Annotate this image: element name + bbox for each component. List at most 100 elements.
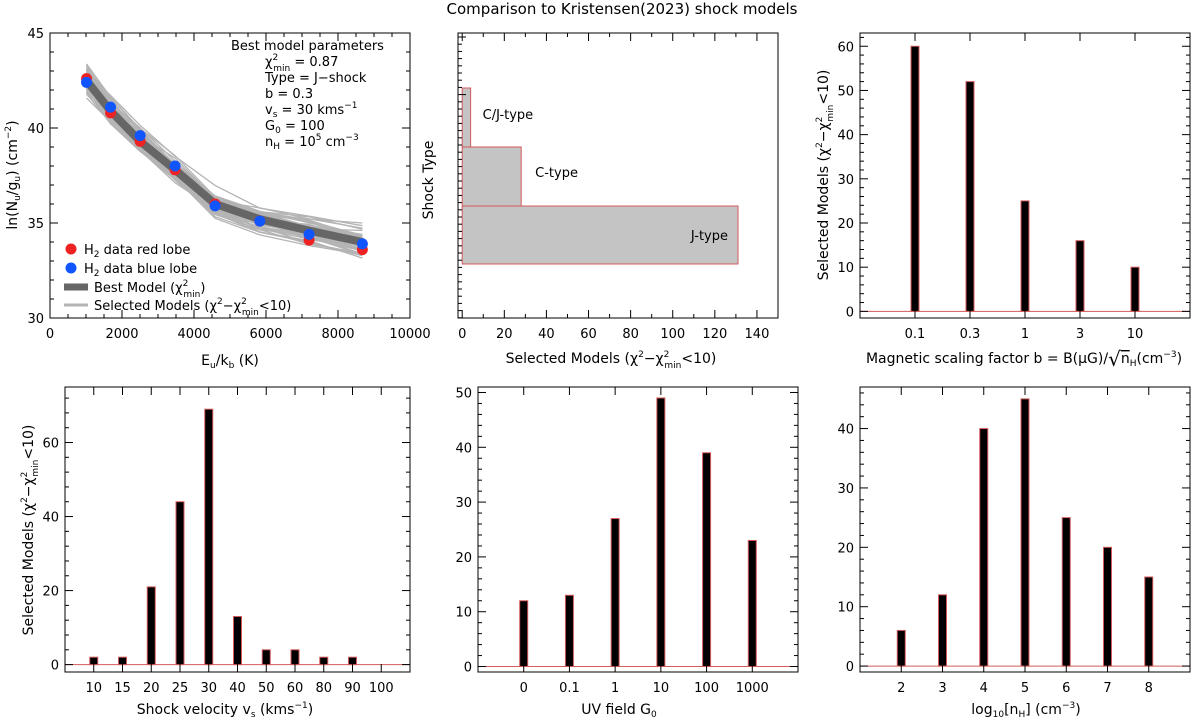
- shock-type-x-tick-label: 80: [622, 327, 639, 342]
- nh-x-tick-label: 4: [980, 681, 988, 696]
- nh-y-tick-label: 20: [837, 541, 854, 556]
- g0-bar: [519, 600, 529, 668]
- nh-x-tick-label: 2: [897, 681, 905, 696]
- g0-axes-frame: [477, 386, 799, 673]
- b-x-tick-label: 1: [1021, 327, 1029, 342]
- param-nh: nH = 105 cm−3: [265, 133, 359, 152]
- shock-type-x-tick-label: 140: [745, 327, 770, 342]
- vs-x-tick-label: 25: [172, 681, 189, 696]
- b-ticks: 0.1 0.3 1 3 10 0 10 20 30 40 50 60: [837, 33, 1190, 342]
- legend-blue-marker: [65, 262, 77, 274]
- h2-y-tick-label: 40: [27, 122, 44, 137]
- h2-x-tick-label: 2000: [105, 327, 138, 342]
- legend-red-marker: [65, 243, 77, 255]
- nh-bar: [1144, 576, 1154, 667]
- b-bars: [860, 45, 1190, 312]
- g0-bar: [702, 452, 712, 668]
- g0-bar: [747, 539, 757, 668]
- shock-type-bar: [461, 205, 739, 265]
- g0-y-tick-label: 20: [455, 551, 472, 566]
- b-y-tick-label: 0: [846, 305, 854, 320]
- selected-model-curve: [86, 93, 363, 256]
- vs-bar: [118, 656, 127, 666]
- b-x-tick-label: 0.3: [960, 327, 981, 342]
- b-y-tick-label: 10: [837, 261, 854, 276]
- selected-model-curve: [85, 63, 363, 252]
- g0-x-tick-label: 10: [653, 681, 670, 696]
- vs-x-tick-label: 30: [200, 681, 217, 696]
- b-y-tick-label: 60: [837, 40, 854, 55]
- nh-x-tick-label: 5: [1021, 681, 1029, 696]
- nh-bar: [979, 428, 989, 667]
- best-model-parameters: Best model parameters χ2 min = 0.87 Type …: [231, 39, 384, 152]
- shock-type-x-tick-label: 20: [496, 327, 513, 342]
- shock-type-y-axis-label: Shock Type: [421, 141, 437, 220]
- vs-bar: [175, 501, 185, 666]
- shock-type-x-tick-label: 60: [580, 327, 597, 342]
- g0-y-tick-label: 30: [455, 496, 472, 511]
- h2-selected-models: [85, 63, 363, 259]
- nh-x-tick-label: 7: [1103, 681, 1111, 696]
- nh-bar: [896, 629, 906, 667]
- legend-blue-label: H2 data blue lobe: [84, 262, 197, 279]
- nh-y-tick-label: 0: [846, 660, 854, 675]
- g0-x-tick-label: 100: [694, 681, 719, 696]
- blue-lobe-point: [81, 76, 93, 88]
- vs-x-tick-label: 20: [143, 681, 160, 696]
- best-model-line: [82, 76, 367, 246]
- b-bar: [1075, 240, 1085, 312]
- shock-type-bar-label: J-type: [690, 229, 728, 244]
- b-bar: [1130, 266, 1140, 312]
- params-heading: Best model parameters: [231, 39, 384, 54]
- vs-y-tick-label: 40: [42, 511, 59, 526]
- b-bar: [1020, 200, 1030, 312]
- g0-bars: [478, 397, 798, 668]
- legend-best-model-label: Best Model (χ2 min): [94, 279, 205, 300]
- nh-x-tick-label: 3: [938, 681, 946, 696]
- b-x-tick-label: 10: [1127, 327, 1144, 342]
- vs-x-tick-label: 50: [258, 681, 275, 696]
- blue-lobe-point: [303, 228, 315, 240]
- shock-type-ticks: 0 20 40 60 80 100 120 140: [458, 33, 769, 342]
- param-b: b = 0.3: [265, 87, 313, 102]
- nh-bar: [938, 594, 947, 667]
- vs-bar: [204, 408, 214, 666]
- shock-type-bar: [461, 87, 472, 148]
- g0-x-tick-label: 1000: [736, 681, 769, 696]
- b-y-tick-label: 50: [837, 84, 854, 99]
- g0-x-tick-label: 0: [520, 681, 528, 696]
- vs-panel: 10 15 20 25 30 40 50 60 80 90 100 0 20 40 60 Shock vel…: [20, 386, 411, 719]
- nh-y-tick-label: 40: [837, 423, 854, 438]
- g0-y-tick-label: 10: [455, 606, 472, 621]
- nh-ticks: 2 3 4 5 6 7 8 0 10 20 30 40: [837, 387, 1190, 696]
- vs-x-axis-label: Shock velocity vs (kms−1): [137, 701, 313, 719]
- b-x-tick-label: 0.1: [905, 327, 926, 342]
- h2-x-tick-label: 0: [46, 327, 54, 342]
- b-y-tick-label: 30: [837, 173, 854, 188]
- h2-y-tick-label: 30: [27, 312, 44, 327]
- h2-x-axis-label: Eu/kb (K): [201, 353, 259, 371]
- b-y-axis-label: Selected Models (χ2−χ2min<10): [815, 70, 836, 281]
- shock-type-bar-label: C/J-type: [483, 108, 534, 123]
- legend-selected-models-label: Selected Models (χ2−χ2 min<10): [94, 297, 291, 318]
- blue-lobe-point: [134, 130, 146, 142]
- h2-y-axis-label: ln(Nu/gu) (cm−2): [4, 120, 23, 229]
- vs-bar: [348, 656, 357, 666]
- shock-type-x-tick-label: 100: [660, 327, 685, 342]
- param-vs: vs = 30 kms−1: [265, 101, 357, 120]
- h2-x-tick-label: 6000: [249, 327, 282, 342]
- shock-type-bars: J-type C-type C/J-type: [461, 87, 739, 265]
- nh-x-tick-label: 8: [1145, 681, 1153, 696]
- g0-bar: [656, 397, 666, 668]
- selected-model-curve: [86, 71, 363, 227]
- shock-type-bar: [461, 146, 522, 207]
- nh-x-tick-label: 6: [1062, 681, 1070, 696]
- g0-x-axis-label: UV field G0: [581, 702, 657, 719]
- shock-type-x-axis-label: Selected Models (χ2−χ2 min<10): [506, 350, 717, 371]
- shock-type-axes-frame: [457, 32, 779, 319]
- nh-y-tick-label: 30: [837, 482, 854, 497]
- param-g0: G0 = 100: [265, 119, 325, 136]
- b-x-axis-label: Magnetic scaling factor b = B(μG)/√nH(cm…: [866, 347, 1182, 371]
- g0-y-tick-label: 40: [455, 441, 472, 456]
- shock-type-x-tick-label: 120: [702, 327, 727, 342]
